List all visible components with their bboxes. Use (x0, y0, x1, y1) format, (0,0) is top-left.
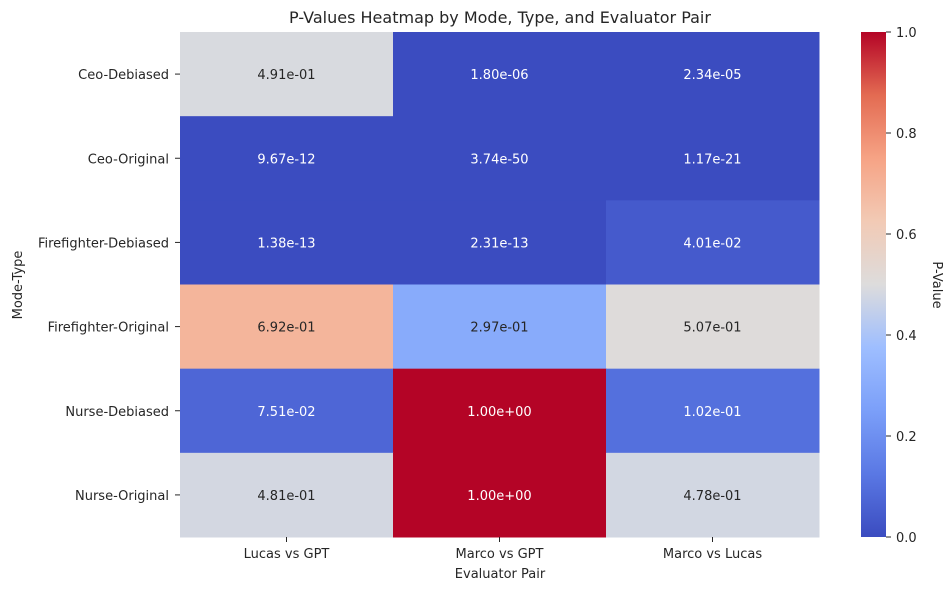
cell-value-label: 1.80e-06 (470, 68, 528, 83)
cell-value-label: 1.00e+00 (467, 489, 531, 504)
heatmap-cell (180, 284, 394, 370)
heatmap-cell (393, 200, 607, 285)
colorbar-tick-label: 1.0 (896, 26, 917, 41)
cell-value-label: 1.02e-01 (683, 405, 741, 420)
cell-value-label: 4.81e-01 (257, 489, 315, 504)
heatmap-cell (393, 116, 607, 201)
y-axis: Ceo-Debiased Ceo-Original Firefighter-Debi… (38, 68, 180, 504)
heatmap-cell (180, 32, 394, 117)
y-tick-label: Firefighter-Debiased (38, 236, 169, 251)
heatmap-cell (180, 116, 394, 201)
cell-value-label: 4.01e-02 (683, 236, 741, 251)
x-tick-label: Marco vs GPT (456, 547, 544, 562)
cell-value-label: 1.17e-21 (683, 152, 741, 167)
colorbar-tick-label: 0.4 (896, 329, 917, 344)
heatmap-cell (606, 368, 820, 454)
cell-value-label: 5.07e-01 (683, 321, 741, 336)
cell-value-label: 9.67e-12 (257, 152, 315, 167)
x-tick-label: Marco vs Lucas (663, 547, 762, 562)
cell-value-label: 6.92e-01 (257, 321, 315, 336)
heatmap-cell (606, 32, 820, 117)
cell-value-label: 2.31e-13 (470, 236, 528, 251)
cell-value-label: 3.74e-50 (470, 152, 528, 167)
heatmap-cell (606, 284, 820, 370)
colorbar-tick-label: 0.6 (896, 228, 917, 243)
colorbar-ticks: 0.0 0.2 0.4 0.6 0.8 1.0 (886, 26, 917, 546)
heatmap-cell (180, 200, 394, 285)
heatmap-cell (393, 284, 607, 370)
cell-value-label: 1.38e-13 (257, 236, 315, 251)
y-tick-label: Nurse-Original (75, 489, 169, 504)
colorbar-tick-label: 0.2 (896, 430, 917, 445)
heatmap-cell (606, 116, 820, 201)
cell-value-label: 1.00e+00 (467, 405, 531, 420)
cell-value-label: 2.34e-05 (683, 68, 741, 83)
x-axis-label: Evaluator Pair (455, 567, 546, 582)
chart-title: P-Values Heatmap by Mode, Type, and Eval… (289, 8, 711, 27)
heatmap-cells: 4.91e-01 1.80e-06 2.34e-05 9.67e-12 3.74e-50… (180, 32, 820, 538)
heatmap-cell (606, 200, 820, 285)
colorbar-tick-label: 0.0 (896, 531, 917, 546)
colorbar-tick-label: 0.8 (896, 127, 917, 142)
heatmap-cell (393, 32, 607, 117)
x-tick-label: Lucas vs GPT (244, 547, 330, 562)
cell-value-label: 7.51e-02 (257, 405, 315, 420)
heatmap-cell (180, 368, 394, 454)
y-tick-label: Nurse-Debiased (65, 405, 169, 420)
heatmap-cell (393, 368, 607, 454)
cell-value-label: 4.78e-01 (683, 489, 741, 504)
y-axis-label: Mode-Type (11, 251, 26, 320)
y-tick-label: Ceo-Debiased (78, 68, 169, 83)
heatmap-cell (180, 452, 394, 538)
cell-value-label: 4.91e-01 (257, 68, 315, 83)
y-tick-label: Firefighter-Original (48, 321, 169, 336)
colorbar-label: P-Value (929, 261, 944, 308)
cell-value-label: 2.97e-01 (470, 321, 528, 336)
y-tick-label: Ceo-Original (88, 152, 169, 167)
heatmap-cell (606, 452, 820, 538)
heatmap-cell (393, 452, 607, 538)
x-axis: Lucas vs GPT Marco vs GPT Marco vs Lucas (244, 537, 762, 562)
colorbar (861, 32, 886, 537)
